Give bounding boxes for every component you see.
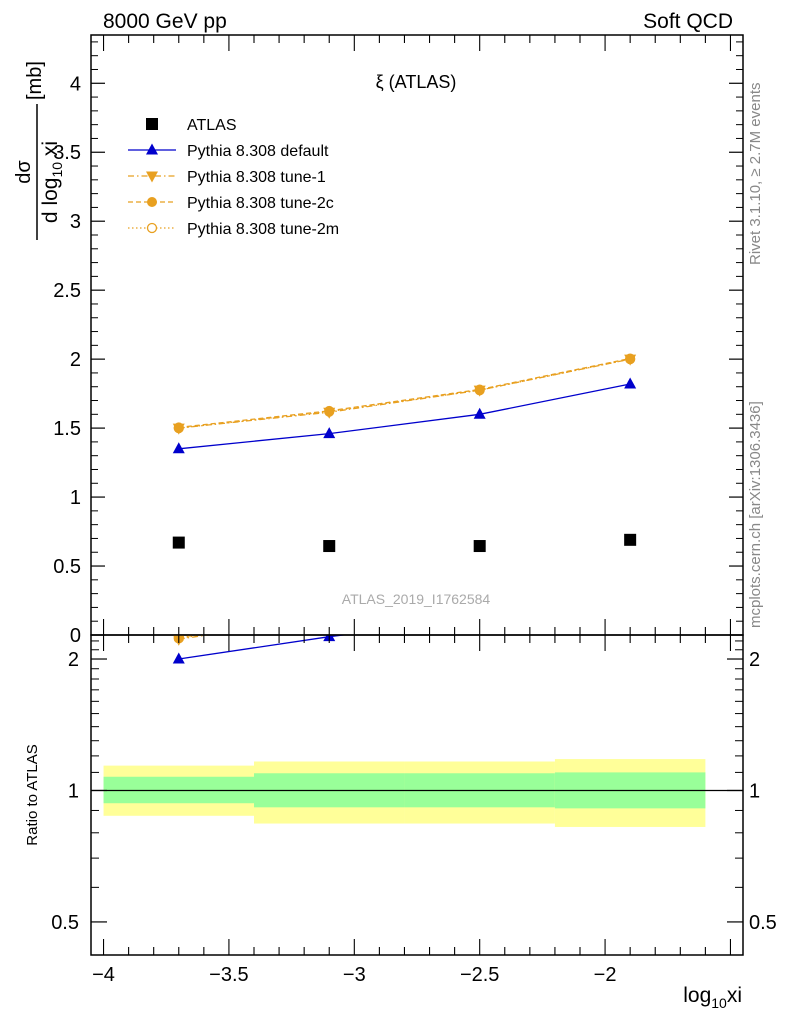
main-data-point bbox=[172, 536, 185, 549]
legend-marker bbox=[147, 197, 157, 207]
xlabel-suffix: xi bbox=[727, 984, 742, 1007]
main-y-tick-label: 0.5 bbox=[53, 556, 81, 578]
main-data-point bbox=[323, 427, 336, 439]
main-data-point bbox=[323, 540, 336, 553]
main-data-point bbox=[172, 423, 185, 435]
xlabel-sub: 10 bbox=[711, 995, 727, 1011]
ratio-data-point bbox=[324, 610, 334, 620]
main-data-point bbox=[323, 407, 336, 419]
main-data-point bbox=[473, 385, 486, 397]
main-data-point bbox=[624, 533, 637, 546]
ylabel-unit: [mb] bbox=[24, 61, 46, 100]
main-panel: 0 0.5 1 1.5 2 2.5 3 3.5 4 ATLAS_2019_I1762584 ξ … bbox=[53, 34, 744, 647]
ratio-data-point bbox=[625, 583, 635, 593]
legend-entry-label: Pythia 8.308 tune-2c bbox=[187, 195, 334, 212]
main-data-point bbox=[624, 354, 637, 366]
ylabel-denominator: d log10 xi bbox=[39, 141, 65, 223]
legend: ATLAS Pythia 8.308 default Pythia 8.308 tu… bbox=[128, 117, 339, 238]
main-x-ticks bbox=[102, 35, 732, 635]
ylabel-den-prefix: d log bbox=[39, 178, 62, 224]
legend-marker bbox=[146, 143, 158, 155]
x-axis-title: log10xi bbox=[683, 984, 742, 1011]
legend-entry-label: Pythia 8.308 tune-1 bbox=[187, 169, 326, 186]
ratio-y-ticks: 0.5 0.5 1 1 2 2 bbox=[51, 640, 777, 934]
ylabel-numerator: dσ bbox=[13, 160, 35, 184]
main-y-tick-label: 0 bbox=[70, 625, 81, 647]
ratio-y-tick-label: 1 bbox=[68, 780, 79, 802]
main-y-tick-label: 2 bbox=[70, 349, 81, 371]
main-series-line bbox=[178, 358, 631, 429]
x-tick-label: −4 bbox=[92, 964, 115, 986]
ratio-data-point bbox=[626, 584, 635, 593]
header-right: Soft QCD bbox=[643, 10, 733, 33]
main-y-tick-label: 3.5 bbox=[53, 142, 81, 164]
ratio-data-point bbox=[624, 584, 636, 595]
rivet-label: Rivet 3.1.10, ≥ 2.7M events bbox=[747, 83, 764, 266]
main-data-point bbox=[624, 377, 637, 389]
ratio-frame bbox=[90, 634, 744, 956]
ratio-x-ticks: −4 −3.5 −3 −2.5 −2 bbox=[92, 635, 732, 986]
ratio-y-tick-label: 0.5 bbox=[51, 912, 79, 934]
main-y-tick-label: 1.5 bbox=[53, 418, 81, 440]
ratio-y-tick-label-right: 2 bbox=[749, 649, 760, 671]
legend-marker bbox=[146, 171, 158, 183]
main-series bbox=[172, 353, 637, 553]
ratio-y-tick-label-right: 0.5 bbox=[749, 912, 777, 934]
x-tick-label: −3.5 bbox=[209, 964, 248, 986]
main-data-point bbox=[172, 442, 185, 454]
legend-entry-label: Pythia 8.308 tune-2m bbox=[187, 221, 339, 238]
main-y-axis-title: dσ d log10 xi [mb] bbox=[13, 61, 65, 240]
ylabel-den-suffix: xi bbox=[39, 141, 62, 162]
ratio-bands bbox=[103, 759, 706, 827]
mcplots-label: mcplots.cern.ch [arXiv:1306.3436] bbox=[747, 401, 764, 628]
main-series-line bbox=[178, 358, 631, 429]
xlabel-base: log bbox=[683, 984, 711, 1007]
main-series-line bbox=[178, 383, 631, 450]
ylabel-den-sub: 10 bbox=[49, 162, 65, 178]
watermark: ATLAS_2019_I1762584 bbox=[342, 591, 491, 607]
ratio-series-line bbox=[178, 635, 349, 660]
main-y-ticks: 0 0.5 1 1.5 2 2.5 3 3.5 4 bbox=[53, 41, 743, 647]
main-y-tick-label: 4 bbox=[70, 73, 81, 95]
main-title: ξ (ATLAS) bbox=[376, 72, 457, 92]
ratio-data-point bbox=[325, 611, 334, 620]
header-left: 8000 GeV pp bbox=[103, 10, 227, 33]
x-tick-label: −3 bbox=[343, 964, 366, 986]
legend-entry-label: Pythia 8.308 default bbox=[187, 143, 329, 160]
ratio-y-tick-label-right: 1 bbox=[749, 780, 760, 802]
ratio-y-tick-label: 2 bbox=[68, 649, 79, 671]
main-data-point bbox=[473, 407, 486, 419]
ratio-data-point bbox=[624, 600, 636, 611]
main-data-point bbox=[473, 540, 486, 553]
ratio-y-axis-title: Ratio to ATLAS bbox=[24, 744, 41, 845]
legend-marker bbox=[146, 222, 158, 234]
x-tick-label: −2.5 bbox=[460, 964, 499, 986]
ratio-panel: 0.5 0.5 1 1 2 2 −4 −3.5 −3 −2.5 −2 Ratio to ATLAS… bbox=[24, 583, 777, 1011]
ratio-data-point bbox=[172, 652, 185, 664]
x-tick-label: −2 bbox=[594, 964, 617, 986]
main-y-tick-label: 1 bbox=[70, 487, 81, 509]
legend-marker bbox=[146, 118, 158, 130]
main-series-line bbox=[178, 357, 631, 429]
main-y-tick-label: 3 bbox=[70, 211, 81, 233]
legend-entry-label: ATLAS bbox=[187, 117, 237, 134]
ratio-data-point bbox=[323, 612, 335, 623]
main-y-tick-label: 2.5 bbox=[53, 280, 81, 302]
